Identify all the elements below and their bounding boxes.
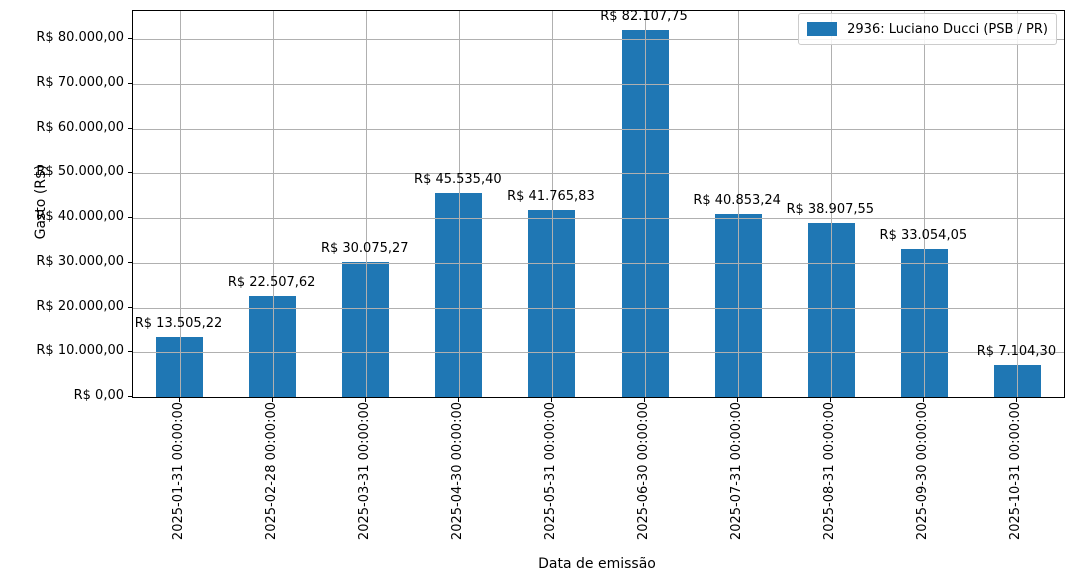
y-tick-mark bbox=[128, 306, 132, 308]
y-tick-mark bbox=[128, 351, 132, 353]
x-tick-mark bbox=[737, 398, 739, 402]
x-tick-mark bbox=[550, 398, 552, 402]
h-gridline bbox=[133, 39, 1064, 41]
h-gridline bbox=[133, 173, 1064, 175]
h-gridline bbox=[133, 307, 1064, 309]
x-tick-mark bbox=[271, 398, 273, 402]
h-gridline bbox=[133, 128, 1064, 130]
v-gridline bbox=[1017, 11, 1019, 397]
x-tick-label: 2025-01-31 00:00:00 bbox=[170, 402, 186, 541]
x-tick-mark bbox=[364, 398, 366, 402]
v-gridline bbox=[272, 11, 274, 397]
x-tick-mark bbox=[178, 398, 180, 402]
bar-value-label: R$ 41.765,83 bbox=[507, 189, 595, 205]
y-tick-label: R$ 40.000,00 bbox=[36, 209, 124, 225]
v-gridline bbox=[924, 11, 926, 397]
bar-value-label: R$ 13.505,22 bbox=[134, 315, 223, 331]
y-tick-label: R$ 10.000,00 bbox=[36, 343, 124, 359]
x-tick-label: 2025-02-28 00:00:00 bbox=[263, 402, 279, 541]
x-tick-mark bbox=[830, 398, 832, 402]
y-tick-mark bbox=[128, 172, 132, 174]
y-tick-mark bbox=[128, 127, 132, 129]
y-tick-mark bbox=[128, 396, 132, 397]
x-tick-label: 2025-05-31 00:00:00 bbox=[542, 402, 558, 541]
y-tick-label: R$ 80.000,00 bbox=[36, 30, 124, 46]
bar-value-label: R$ 22.507,62 bbox=[227, 275, 316, 291]
y-tick-mark bbox=[128, 82, 132, 84]
bar-value-label: R$ 45.535,40 bbox=[414, 172, 502, 188]
y-tick-label: R$ 60.000,00 bbox=[36, 119, 124, 135]
x-tick-mark bbox=[644, 398, 646, 402]
v-gridline bbox=[831, 11, 833, 397]
h-gridline bbox=[133, 352, 1064, 354]
bar-value-label: R$ 7.104,30 bbox=[976, 344, 1057, 360]
bar-value-label: R$ 40.853,24 bbox=[693, 193, 781, 209]
x-tick-mark bbox=[923, 398, 925, 402]
x-tick-label: 2025-03-31 00:00:00 bbox=[356, 402, 372, 541]
y-tick-label: R$ 30.000,00 bbox=[36, 253, 124, 269]
plot-area bbox=[132, 10, 1065, 398]
h-gridline bbox=[133, 83, 1064, 85]
y-tick-label: R$ 0,00 bbox=[73, 388, 124, 403]
x-tick-label: 2025-04-30 00:00:00 bbox=[449, 402, 465, 541]
v-gridline bbox=[645, 11, 647, 397]
legend-swatch bbox=[807, 22, 838, 36]
y-tick-label: R$ 20.000,00 bbox=[36, 298, 124, 314]
grid-layer bbox=[133, 11, 1064, 397]
bar-value-label: R$ 38.907,55 bbox=[786, 201, 875, 217]
x-tick-label: 2025-06-30 00:00:00 bbox=[636, 402, 652, 541]
v-gridline bbox=[179, 11, 181, 397]
h-gridline bbox=[133, 262, 1064, 264]
bar-value-label: R$ 30.075,27 bbox=[320, 241, 409, 257]
x-tick-mark bbox=[1016, 398, 1018, 402]
y-tick-mark bbox=[128, 38, 132, 40]
bar-value-label: R$ 82.107,75 bbox=[600, 8, 688, 24]
v-gridline bbox=[365, 11, 367, 397]
v-gridline bbox=[458, 11, 460, 397]
y-tick-mark bbox=[128, 217, 132, 219]
v-gridline bbox=[738, 11, 740, 397]
y-tick-label: R$ 70.000,00 bbox=[36, 74, 124, 90]
y-tick-mark bbox=[128, 261, 132, 263]
x-tick-mark bbox=[457, 398, 459, 402]
y-tick-label: R$ 50.000,00 bbox=[36, 164, 124, 180]
x-tick-label: 2025-08-31 00:00:00 bbox=[822, 402, 838, 541]
legend-label: 2936: Luciano Ducci (PSB / PR) bbox=[847, 21, 1048, 37]
x-tick-label: 2025-10-31 00:00:00 bbox=[1008, 402, 1024, 541]
h-gridline bbox=[133, 218, 1064, 220]
x-tick-label: 2025-09-30 00:00:00 bbox=[915, 402, 931, 541]
bar-value-label: R$ 33.054,05 bbox=[879, 228, 968, 244]
x-axis-title: Data de emissão bbox=[538, 556, 656, 572]
legend: 2936: Luciano Ducci (PSB / PR) bbox=[798, 13, 1057, 45]
v-gridline bbox=[551, 11, 553, 397]
x-tick-label: 2025-07-31 00:00:00 bbox=[729, 402, 745, 541]
